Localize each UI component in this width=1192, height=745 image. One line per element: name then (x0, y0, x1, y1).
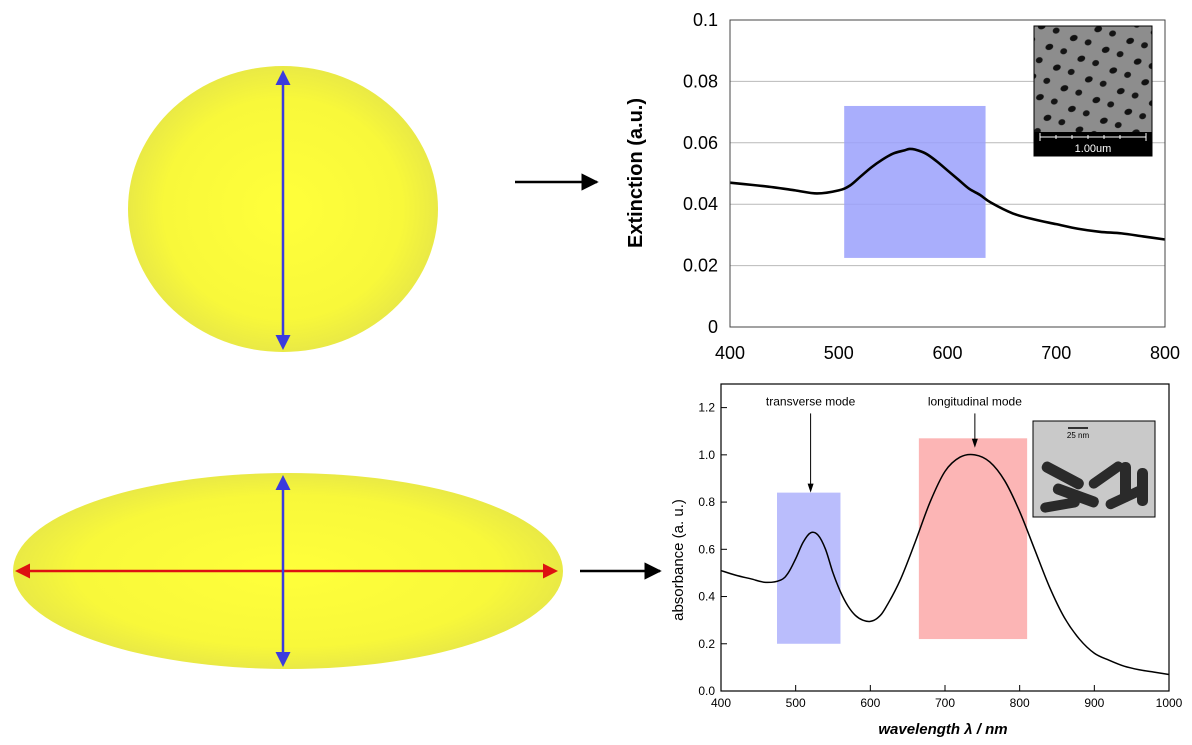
x-tick-label: 800 (1010, 696, 1030, 710)
x-tick-label: 500 (824, 343, 854, 363)
x-tick-label: 800 (1150, 343, 1180, 363)
y-tick-label: 0.08 (683, 71, 718, 91)
x-tick-label: 600 (860, 696, 880, 710)
chart1-y-tick-labels: 0 0.02 0.04 0.06 0.08 0.1 (683, 10, 718, 337)
x-tick-label: 1000 (1156, 696, 1183, 710)
nanorod-diagram (13, 473, 563, 669)
x-tick-label: 600 (932, 343, 962, 363)
nanosphere-diagram (128, 66, 438, 352)
y-tick-label: 0.0 (698, 684, 715, 698)
y-tick-label: 0.2 (698, 637, 715, 651)
x-tick-label: 500 (786, 696, 806, 710)
highlight-band-1 (918, 438, 1028, 640)
y-tick-label: 0.06 (683, 133, 718, 153)
chart2-tick-marks (720, 407, 1170, 692)
extinction-chart: 0 0.02 0.04 0.06 0.08 0.1 400 500 600 700 800 Ext… (625, 10, 1180, 363)
chart1-series-line (729, 147, 1166, 241)
annotation-arrowhead-0 (807, 483, 814, 493)
highlight-band-0 (777, 492, 841, 644)
chart2-x-tick-labels: 400 500 600 700 800 900 1000 (711, 696, 1183, 710)
x-tick-label: 900 (1084, 696, 1104, 710)
chart2-series-line (720, 453, 1170, 676)
x-tick-label: 400 (715, 343, 745, 363)
chart2-highlight-bands (777, 438, 1028, 644)
x-tick-label: 700 (935, 696, 955, 710)
chart1-x-tick-labels: 400 500 600 700 800 (715, 343, 1180, 363)
chart2-tem-inset: 25 nm (1032, 420, 1156, 518)
chart1-highlight-bands (844, 105, 986, 258)
chart1-inset-scale-label: 1.00um (1075, 143, 1112, 155)
chart2-y-tick-labels: 0.0 0.2 0.4 0.6 0.8 1.0 1.2 (698, 401, 715, 698)
chart1-sem-inset: 1.00um (1033, 25, 1153, 157)
x-tick-label: 700 (1041, 343, 1071, 363)
annotation-arrowhead-1 (971, 438, 978, 448)
y-tick-label: 0 (708, 317, 718, 337)
y-tick-label: 0.02 (683, 256, 718, 276)
absorbance-chart: 0.0 0.2 0.4 0.6 0.8 1.0 1.2 400 500 600 700 800 900… (670, 383, 1183, 738)
y-tick-label: 1.0 (698, 448, 715, 462)
chart1-plot-frame (729, 19, 1166, 328)
chart2-annotations: transverse mode longitudinal mode (766, 394, 1022, 493)
y-tick-label: 0.8 (698, 495, 715, 509)
annotation-label-0: transverse mode (766, 394, 856, 408)
y-tick-label: 0.1 (693, 10, 718, 30)
chart2-y-axis-label: absorbance (a. u.) (670, 499, 687, 621)
y-tick-label: 0.6 (698, 542, 715, 556)
y-tick-label: 1.2 (698, 401, 715, 415)
chart2-inset-scale-label: 25 nm (1067, 431, 1090, 440)
highlight-band-0 (844, 105, 986, 258)
y-tick-label: 0.04 (683, 194, 718, 214)
chart2-x-axis-label: wavelength λ / nm (878, 721, 1007, 738)
y-tick-label: 0.4 (698, 590, 715, 604)
x-tick-label: 400 (711, 696, 731, 710)
annotation-label-1: longitudinal mode (928, 394, 1022, 408)
chart1-y-axis-label: Extinction (a.u.) (625, 98, 647, 248)
